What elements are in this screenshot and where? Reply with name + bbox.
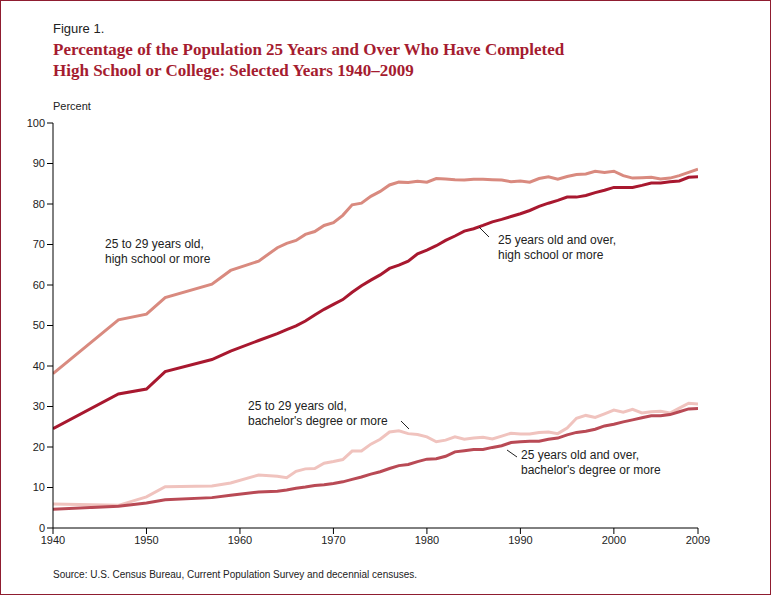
html-text:25 years old and over, high sc: 25 years old and over, high school or mo…	[498, 233, 617, 262]
svg-text:60: 60	[33, 279, 45, 291]
svg-text:20: 20	[33, 441, 45, 453]
svg-text:1970: 1970	[321, 534, 345, 546]
svg-text:10: 10	[33, 481, 45, 493]
html-text:25 years old and over, bachelo: 25 years old and over, bachelor's degree…	[521, 448, 661, 477]
svg-text:0: 0	[39, 522, 45, 534]
svg-text:100: 100	[27, 117, 45, 129]
html-text:Percent: Percent	[53, 100, 91, 112]
html-text:Source: U.S. Census Bureau, Cu: Source: U.S. Census Bureau, Current Popu…	[53, 569, 418, 580]
svg-text:1990: 1990	[508, 534, 532, 546]
html-text:25 to 29 years old, high schoo: 25 to 29 years old, high school or more	[105, 237, 211, 266]
svg-text:1940: 1940	[41, 534, 65, 546]
svg-text:30: 30	[33, 400, 45, 412]
html-text:25 to 29 years old, bachelor's: 25 to 29 years old, bachelor's degree or…	[248, 399, 388, 428]
svg-text:70: 70	[33, 238, 45, 250]
svg-text:1980: 1980	[415, 534, 439, 546]
svg-text:1950: 1950	[134, 534, 158, 546]
svg-text:2000: 2000	[602, 534, 626, 546]
svg-text:40: 40	[33, 360, 45, 372]
svg-text:80: 80	[33, 198, 45, 210]
html-text:Figure 1.: Figure 1.	[53, 21, 105, 36]
svg-text:90: 90	[33, 157, 45, 169]
svg-text:50: 50	[33, 319, 45, 331]
svg-text:1960: 1960	[228, 534, 252, 546]
svg-text:2009: 2009	[686, 534, 710, 546]
html-text:Percentage of the Population 2: Percentage of the Population 25 Years an…	[53, 40, 565, 80]
